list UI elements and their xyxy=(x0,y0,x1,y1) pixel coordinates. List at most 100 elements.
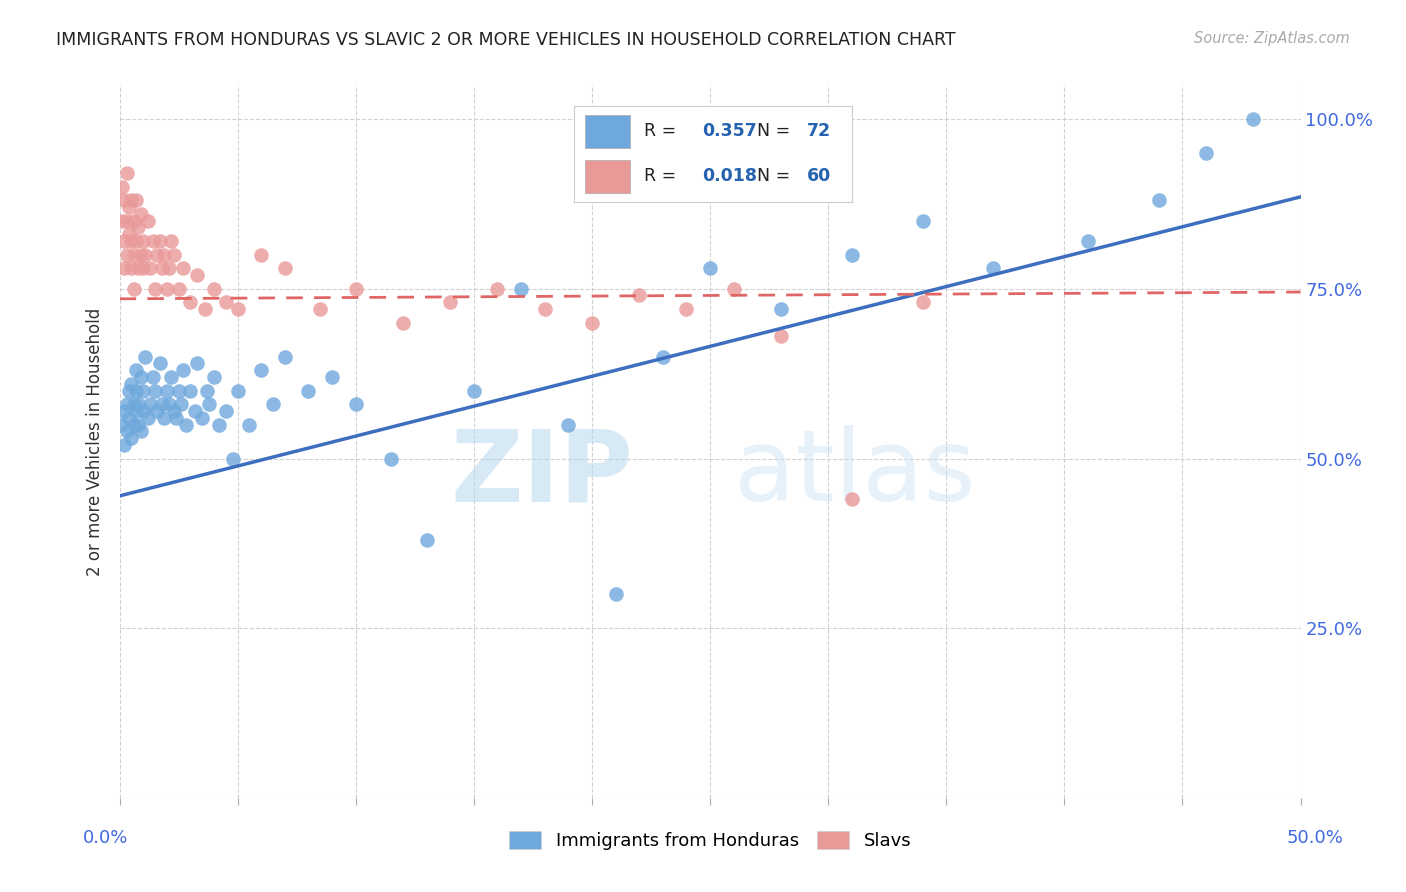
Point xyxy=(172,363,194,377)
Point xyxy=(167,384,190,398)
Point xyxy=(112,438,135,452)
Y-axis label: 2 or more Vehicles in Household: 2 or more Vehicles in Household xyxy=(86,308,104,575)
Point xyxy=(195,384,218,398)
Point xyxy=(143,384,166,398)
Point xyxy=(226,301,249,316)
Point xyxy=(122,397,145,411)
Point xyxy=(157,397,180,411)
Point xyxy=(112,194,135,208)
Point xyxy=(136,410,159,425)
Point xyxy=(439,295,461,310)
Point xyxy=(150,261,173,276)
Point xyxy=(129,247,152,261)
Text: atlas: atlas xyxy=(734,425,976,522)
Point xyxy=(605,587,627,601)
Point xyxy=(120,431,142,445)
Point xyxy=(179,384,201,398)
Point xyxy=(174,417,197,432)
Text: 50.0%: 50.0% xyxy=(1286,829,1343,847)
Point xyxy=(191,410,214,425)
Point xyxy=(723,282,745,296)
Point xyxy=(153,410,176,425)
Point xyxy=(274,261,297,276)
Point xyxy=(146,404,169,418)
Point xyxy=(127,417,149,432)
Point xyxy=(122,213,145,227)
Point xyxy=(170,397,193,411)
Point xyxy=(120,261,142,276)
Point xyxy=(309,301,332,316)
Point xyxy=(463,384,485,398)
Point xyxy=(1195,145,1218,160)
Point xyxy=(983,261,1005,276)
Point xyxy=(238,417,260,432)
Point xyxy=(120,234,142,248)
Point xyxy=(769,301,792,316)
Point xyxy=(163,247,186,261)
Point xyxy=(127,261,149,276)
Point xyxy=(163,404,186,418)
Point xyxy=(139,397,162,411)
Point xyxy=(415,533,437,547)
Point xyxy=(841,492,863,507)
Point xyxy=(208,417,231,432)
Point xyxy=(132,384,155,398)
Point xyxy=(557,417,579,432)
Text: IMMIGRANTS FROM HONDURAS VS SLAVIC 2 OR MORE VEHICLES IN HOUSEHOLD CORRELATION C: IMMIGRANTS FROM HONDURAS VS SLAVIC 2 OR … xyxy=(56,31,956,49)
Point xyxy=(160,234,183,248)
Point xyxy=(193,301,215,316)
Text: ZIP: ZIP xyxy=(450,425,633,522)
Point xyxy=(344,397,367,411)
Point xyxy=(344,282,367,296)
Point xyxy=(115,397,138,411)
Point xyxy=(127,397,149,411)
Point xyxy=(297,384,319,398)
Point xyxy=(120,376,142,391)
Point xyxy=(115,425,138,439)
Point xyxy=(184,404,207,418)
Point xyxy=(134,350,156,364)
Point xyxy=(115,166,138,180)
Point xyxy=(581,316,603,330)
Point xyxy=(222,451,245,466)
Point xyxy=(127,220,149,235)
Point xyxy=(486,282,509,296)
Point xyxy=(841,247,863,261)
Point xyxy=(122,417,145,432)
Point xyxy=(769,329,792,343)
Point xyxy=(167,282,190,296)
Point xyxy=(125,234,148,248)
Point xyxy=(142,370,165,384)
Point xyxy=(146,247,169,261)
Point xyxy=(215,404,238,418)
Point xyxy=(165,410,187,425)
Point xyxy=(153,247,176,261)
Point xyxy=(115,213,138,227)
Point xyxy=(156,282,179,296)
Point xyxy=(186,356,208,370)
Point xyxy=(143,282,166,296)
Point xyxy=(132,261,155,276)
Point xyxy=(142,234,165,248)
Point xyxy=(262,397,284,411)
Point xyxy=(149,234,172,248)
Point xyxy=(215,295,238,310)
Point xyxy=(120,194,142,208)
Point xyxy=(129,207,152,221)
Point xyxy=(111,179,134,194)
Point xyxy=(510,282,533,296)
Point xyxy=(118,410,141,425)
Point xyxy=(157,261,180,276)
Point xyxy=(321,370,343,384)
Point xyxy=(250,247,273,261)
Text: 0.0%: 0.0% xyxy=(83,829,128,847)
Point xyxy=(112,404,135,418)
Point xyxy=(122,282,145,296)
Point xyxy=(125,384,148,398)
Point xyxy=(198,397,221,411)
Point xyxy=(111,417,134,432)
Point xyxy=(675,301,697,316)
Point xyxy=(202,370,225,384)
Point xyxy=(134,247,156,261)
Point xyxy=(125,404,148,418)
